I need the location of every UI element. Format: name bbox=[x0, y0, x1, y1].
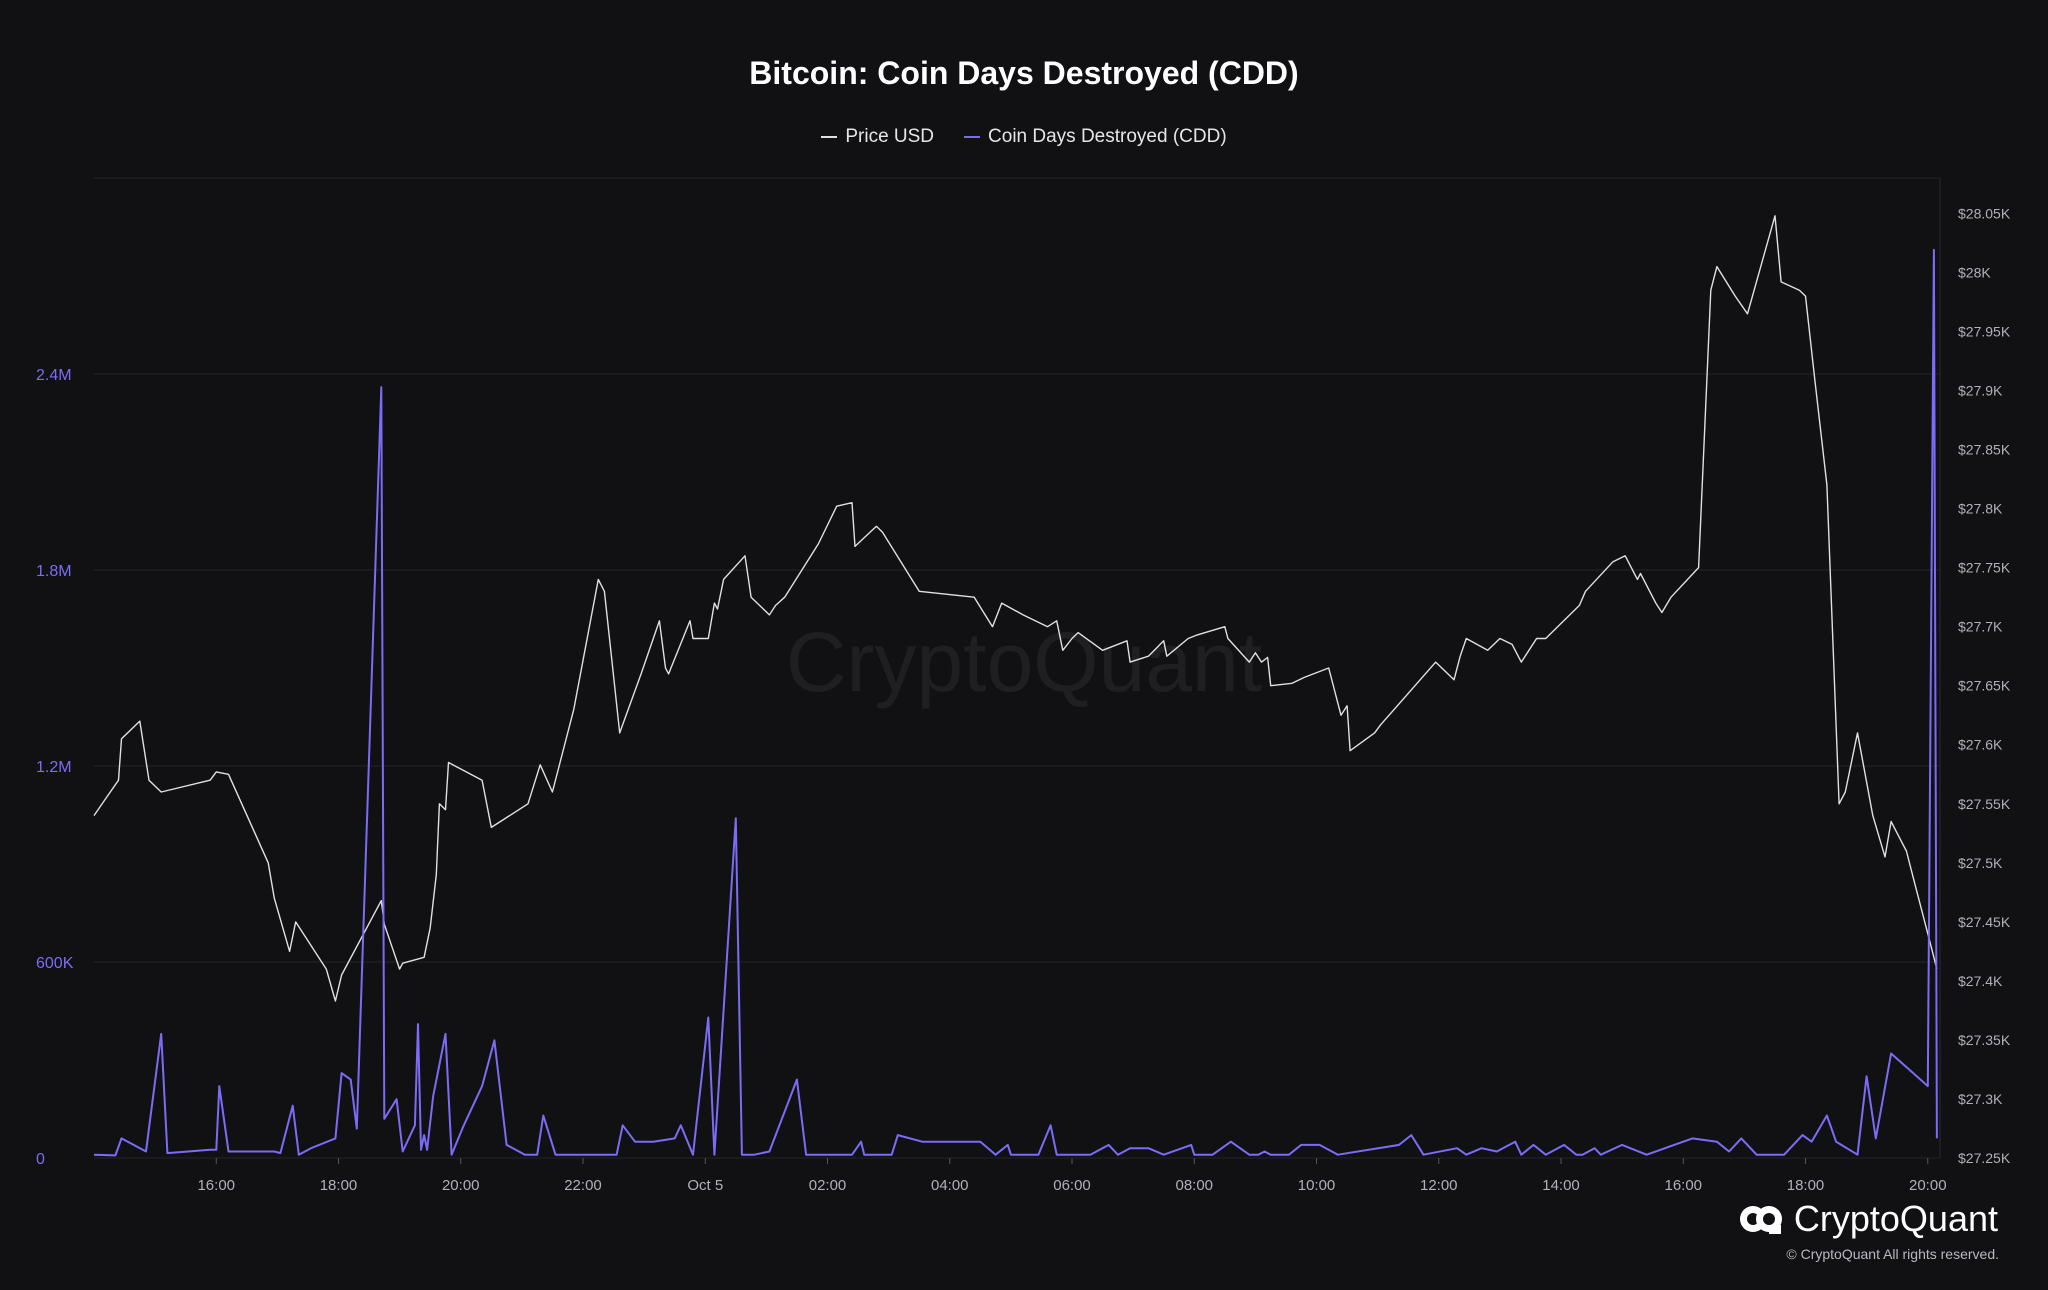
y-axis-left: 0 600K 1.2M 1.8M 2.4M bbox=[36, 367, 74, 1168]
y-right-tick-label: $27.3K bbox=[1958, 1091, 2003, 1107]
x-tick-label: 16:00 bbox=[1664, 1177, 1702, 1194]
y-right-tick-label: $27.95K bbox=[1958, 323, 2011, 339]
x-tick-label: 20:00 bbox=[442, 1177, 480, 1194]
y-right-tick-label: $28K bbox=[1958, 264, 1991, 280]
watermark: CryptoQuant bbox=[785, 615, 1263, 709]
y-left-tick-label: 2.4M bbox=[36, 367, 72, 384]
y-right-tick-label: $28.05K bbox=[1958, 205, 2011, 221]
x-tick-label: 12:00 bbox=[1420, 1177, 1458, 1194]
x-tick-label: 08:00 bbox=[1175, 1177, 1213, 1194]
price-usd-line bbox=[93, 215, 1938, 1002]
x-tick-label: Oct 5 bbox=[687, 1177, 723, 1194]
cdd-line bbox=[93, 248, 1938, 1157]
x-tick-label: 14:00 bbox=[1542, 1177, 1580, 1194]
y-left-tick-label: 1.2M bbox=[36, 759, 72, 776]
x-tick-label: 22:00 bbox=[564, 1177, 602, 1194]
y-left-tick-label: 1.8M bbox=[36, 563, 72, 580]
x-tick-label: 04:00 bbox=[931, 1177, 969, 1194]
y-left-tick-label: 0 bbox=[36, 1151, 45, 1168]
legend-label-cdd: Coin Days Destroyed (CDD) bbox=[988, 126, 1227, 147]
chart-legend: Price USD Coin Days Destroyed (CDD) bbox=[0, 126, 2048, 148]
y-right-tick-label: $27.8K bbox=[1958, 501, 2003, 517]
legend-swatch-price bbox=[821, 136, 838, 138]
y-right-tick-label: $27.25K bbox=[1958, 1150, 2011, 1166]
copyright: © CryptoQuant All rights reserved. bbox=[1786, 1246, 1999, 1262]
x-tick-label: 18:00 bbox=[1787, 1177, 1825, 1194]
x-tick-label: 20:00 bbox=[1909, 1177, 1947, 1194]
y-axis-right: $27.25K $27.3K $27.35K $27.4K $27.45K $27.5K $… bbox=[1939, 178, 2011, 1166]
brand-name: CryptoQuant bbox=[1793, 1198, 1998, 1239]
grid-lines bbox=[94, 177, 1940, 1159]
y-right-tick-label: $27.55K bbox=[1958, 796, 2011, 812]
x-tick-label: 18:00 bbox=[320, 1177, 358, 1194]
legend-label-price: Price USD bbox=[845, 126, 935, 147]
legend-item-price[interactable]: Price USD bbox=[821, 126, 934, 148]
y-left-tick-label: 600K bbox=[36, 955, 74, 972]
y-right-tick-label: $27.65K bbox=[1958, 678, 2011, 694]
legend-item-cdd[interactable]: Coin Days Destroyed (CDD) bbox=[964, 126, 1227, 148]
y-right-tick-label: $27.4K bbox=[1958, 973, 2003, 989]
x-tick-label: 06:00 bbox=[1053, 1177, 1091, 1194]
y-right-tick-label: $27.35K bbox=[1958, 1032, 2011, 1048]
x-tick-label: 16:00 bbox=[197, 1177, 235, 1194]
x-axis: 16:00 18:00 20:00 22:00 Oct 5 02:00 04:00 06:00… bbox=[197, 1158, 1947, 1194]
series-lines bbox=[93, 215, 1938, 1157]
x-tick-label: 02:00 bbox=[809, 1177, 847, 1194]
x-tick-label: 10:00 bbox=[1298, 1177, 1336, 1194]
legend-swatch-cdd bbox=[964, 136, 981, 138]
y-right-tick-label: $27.5K bbox=[1958, 855, 2003, 871]
brand-logo: CryptoQuant bbox=[1739, 1198, 1998, 1240]
chart-title: Bitcoin: Coin Days Destroyed (CDD) bbox=[749, 55, 1299, 91]
y-right-tick-label: $27.85K bbox=[1958, 442, 2011, 458]
y-right-tick-label: $27.75K bbox=[1958, 560, 2011, 576]
y-right-tick-label: $27.9K bbox=[1958, 383, 2003, 399]
y-right-tick-label: $27.6K bbox=[1958, 737, 2003, 753]
y-right-tick-label: $27.7K bbox=[1958, 619, 2003, 635]
y-right-tick-label: $27.45K bbox=[1958, 914, 2011, 930]
cryptoquant-logo-icon bbox=[1739, 1206, 1782, 1234]
